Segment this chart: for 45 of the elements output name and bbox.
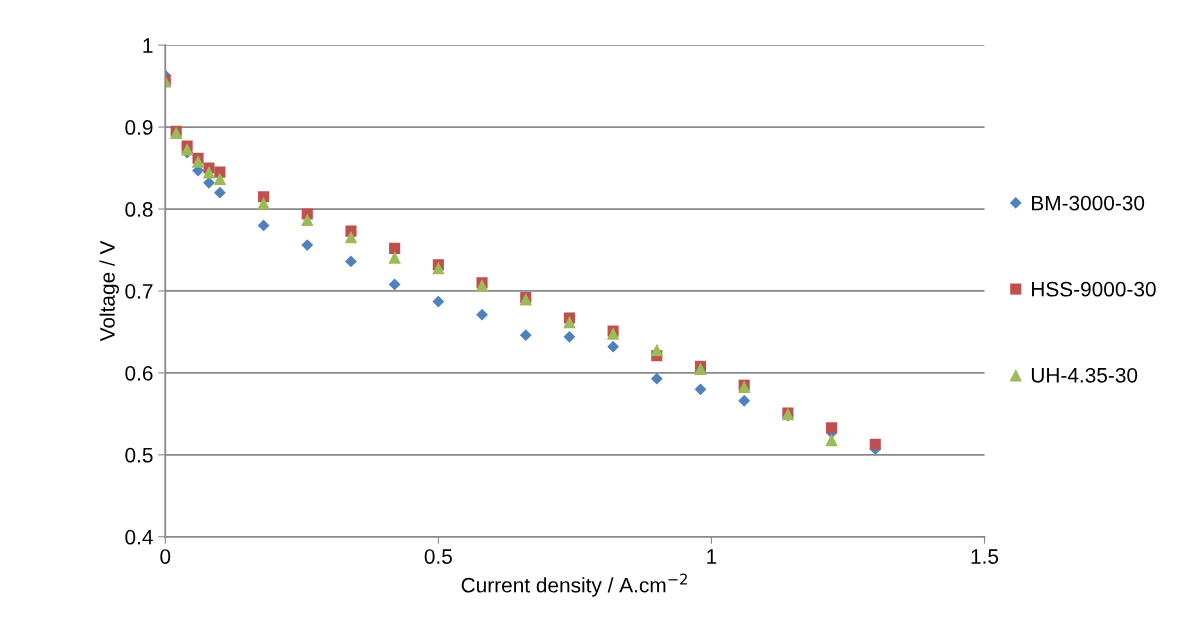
y-tick-label: 1: [143, 38, 153, 53]
point: [388, 251, 401, 264]
point: [180, 142, 194, 156]
point: [607, 340, 620, 353]
point: [213, 186, 226, 199]
point: [301, 213, 314, 226]
point: [694, 362, 707, 376]
point: [563, 315, 576, 329]
point: [869, 438, 881, 450]
point: [202, 165, 216, 179]
x-tick-label: 1.5: [971, 549, 999, 564]
y-tick-label: 0.9: [125, 120, 153, 135]
legend-label: HSS-9000-30: [1032, 281, 1156, 297]
x-tick-label: 0: [160, 549, 171, 564]
y-tick-label: 0.7: [125, 283, 153, 299]
x-tick-label: 1: [707, 549, 717, 564]
point: [344, 230, 358, 244]
point: [738, 394, 751, 407]
point: [432, 261, 445, 275]
y-tick-label: 0.5: [125, 447, 153, 463]
point: [825, 433, 838, 447]
point: [257, 219, 270, 232]
point: [694, 383, 707, 396]
x-tick-label: 0.5: [424, 549, 452, 564]
y-tick-label: 0.4: [125, 529, 153, 545]
point: [388, 278, 401, 291]
y-tick-label: 0.6: [125, 365, 153, 381]
point: [563, 330, 576, 343]
point: [476, 308, 488, 321]
point: [650, 372, 663, 385]
point: [345, 255, 357, 268]
legend-label: UH-4.35-30: [1031, 367, 1138, 383]
point: [213, 172, 227, 185]
legend-label: BM-3000-30: [1032, 195, 1145, 211]
point: [826, 422, 838, 434]
point: [257, 197, 270, 210]
point: [432, 295, 445, 308]
x-axis-title: Current density / A.cm$^{−2}$: [461, 573, 687, 597]
y-axis-title: Voltage / V: [99, 240, 119, 342]
point: [301, 239, 314, 251]
point: [519, 329, 532, 342]
y-tick-label: 0.8: [125, 202, 153, 217]
point: [191, 155, 205, 168]
point: [389, 242, 401, 254]
point: [650, 343, 664, 357]
